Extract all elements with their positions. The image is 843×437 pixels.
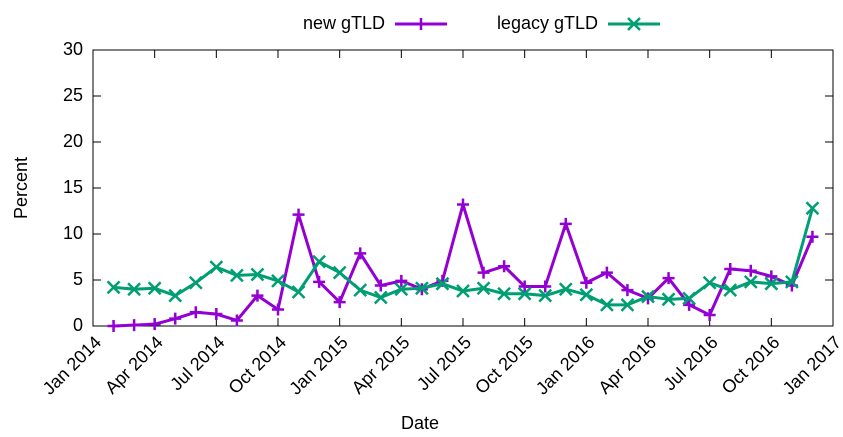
marker [724,262,737,275]
marker [435,276,450,291]
marker [498,260,511,273]
y-tick-label: 30 [63,39,83,59]
marker [127,282,141,297]
marker [518,280,531,293]
x-tick-label: Oct 2015 [471,332,537,398]
marker [806,230,819,243]
y-tick-label: 25 [63,85,83,105]
x-tick-label: Oct 2016 [718,332,784,398]
marker [333,296,346,309]
marker [147,281,162,296]
marker [107,320,120,332]
x-tick-label: Apr 2015 [348,332,414,398]
marker [627,17,641,31]
marker [250,267,265,282]
marker [559,217,572,230]
marker [128,319,141,332]
marker [600,266,613,279]
x-tick-label: Jan 2014 [39,332,106,399]
marker [188,275,203,290]
marker [374,279,387,292]
marker [662,272,675,285]
x-tick-label: Apr 2016 [594,332,660,398]
marker [251,289,264,302]
marker [538,288,553,303]
marker [558,282,573,297]
marker [312,254,326,269]
marker [477,266,490,279]
marker [169,312,182,325]
x-tick-label: Jan 2017 [779,332,843,399]
marker [785,274,799,289]
marker [291,285,306,299]
marker [394,282,409,297]
y-tick-label: 10 [63,223,83,243]
marker [457,198,469,211]
marker [621,284,634,297]
marker [517,286,532,301]
y-tick-label: 15 [63,177,83,197]
y-tick-label: 0 [73,315,83,335]
marker [702,275,717,290]
marker [415,18,427,30]
marker [209,260,224,275]
marker [271,274,285,288]
marker [683,298,696,311]
marker [764,276,779,291]
marker [395,274,408,287]
y-tick-label: 20 [63,131,83,151]
marker [148,318,161,331]
marker [373,290,388,305]
marker [703,308,716,321]
marker [539,280,552,293]
marker [313,275,326,288]
marker [805,201,820,216]
marker [332,265,347,280]
marker [723,283,738,298]
marker [292,208,305,221]
y-tick-label: 5 [73,269,83,289]
legend-label: new gTLD [303,13,385,33]
marker [168,288,183,303]
x-axis-label: Date [401,413,439,433]
x-tick-label: Jul 2016 [660,332,722,394]
marker [354,247,367,260]
marker [456,284,470,298]
marker [189,306,202,319]
marker [682,291,696,306]
marker [230,314,243,327]
marker [661,292,676,307]
marker [641,289,655,304]
marker [230,268,244,283]
marker [272,303,284,316]
marker [743,274,758,289]
marker [476,281,491,296]
x-tick-label: Oct 2014 [224,332,290,398]
x-tick-label: Jul 2014 [166,332,228,394]
marker [600,297,614,312]
marker [106,280,121,295]
legend-label: legacy gTLD [497,13,598,33]
marker [353,283,368,298]
x-tick-label: Jan 2015 [285,332,352,399]
marker [620,297,635,312]
marker [210,308,223,321]
x-tick-label: Apr 2014 [101,332,167,398]
marker [580,276,593,289]
x-tick-label: Jan 2016 [532,332,599,399]
marker [765,270,778,283]
marker [497,286,511,301]
marker [415,281,429,296]
marker [579,287,594,302]
y-axis-label: Percent [11,157,31,219]
x-tick-label: Jul 2015 [413,332,475,394]
marker [744,264,757,277]
